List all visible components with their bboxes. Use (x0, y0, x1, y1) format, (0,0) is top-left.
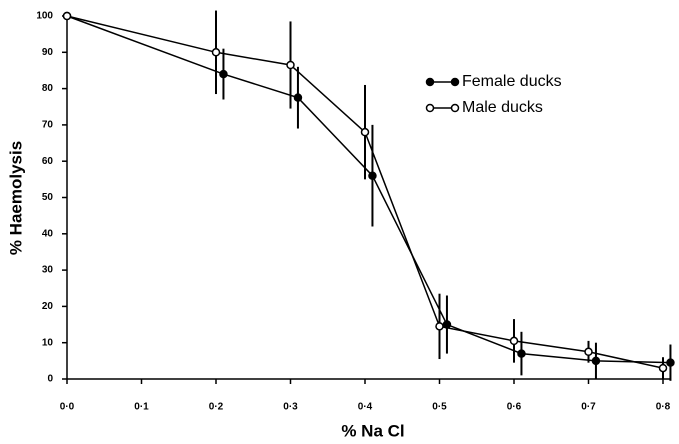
data-point (293, 93, 303, 102)
data-point (509, 336, 519, 346)
data-point (286, 60, 295, 70)
y-tick-label: 20 (42, 301, 54, 312)
x-tick-label: 0·8 (656, 402, 671, 413)
x-tick-label: 0·5 (432, 402, 447, 413)
y-tick-label: 0 (47, 374, 53, 385)
x-tick-label: 0·4 (358, 402, 373, 413)
x-tick-label: 0·2 (209, 402, 224, 413)
x-tick-label: 0·7 (581, 402, 596, 413)
y-axis-label: % Haemolysis (6, 141, 25, 255)
y-tick-label: 80 (42, 83, 54, 94)
data-point (435, 322, 444, 331)
legend-marker (450, 103, 460, 113)
y-tick-label: 40 (42, 228, 54, 239)
x-tick-label: 0·6 (507, 402, 522, 413)
legend-label: Female ducks (462, 73, 562, 90)
data-point (219, 69, 228, 79)
x-tick-label: 0·1 (134, 402, 149, 413)
data-point (62, 11, 72, 21)
y-tick-label: 10 (42, 337, 54, 348)
x-axis-label: % Na Cl (341, 421, 404, 440)
data-point (658, 363, 668, 373)
legend-marker (450, 77, 460, 87)
y-tick-label: 90 (42, 47, 54, 58)
legend-marker (425, 103, 435, 113)
data-point (360, 127, 370, 137)
series-line (66, 15, 664, 369)
data-point (666, 358, 675, 367)
data-point (584, 347, 593, 357)
legend-marker (425, 77, 435, 87)
y-tick-label: 100 (36, 11, 53, 22)
series-line (66, 15, 671, 364)
y-tick-label: 70 (42, 120, 54, 131)
x-tick-label: 0·0 (60, 402, 75, 413)
data-point (591, 356, 601, 366)
data-point (211, 48, 221, 57)
legend-label: Male ducks (462, 99, 543, 116)
data-point (517, 349, 526, 358)
y-tick-label: 60 (42, 156, 54, 167)
y-tick-label: 30 (42, 265, 54, 276)
y-tick-label: 50 (42, 192, 54, 203)
data-point (368, 171, 377, 180)
x-tick-label: 0·3 (283, 402, 298, 413)
